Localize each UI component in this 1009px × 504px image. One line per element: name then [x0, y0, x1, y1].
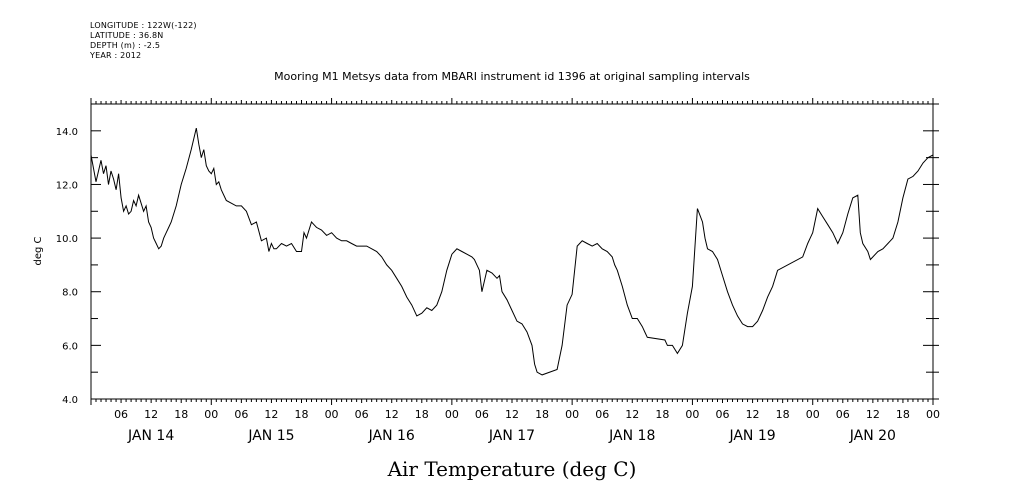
longitude-label: LONGITUDE : 122W(-122) [90, 21, 197, 30]
plot-frame [90, 103, 934, 400]
x-tick-label: 06 [355, 408, 369, 421]
x-tick-label: 12 [746, 408, 760, 421]
day-labels: JAN 14 JAN 15 JAN 16 JAN 17 JAN 18 JAN 19 JAN … [127, 428, 896, 444]
x-tick-label: 12 [264, 408, 278, 421]
y-tick-label: 12.0 [56, 180, 78, 191]
y-tick-label: 10.0 [56, 234, 78, 245]
x-tick-labels: 06 12 18 00 06 12 18 00 06 12 18 00 06 12 18 00 06 12 18 00… [114, 408, 940, 421]
depth-label: DEPTH (m) : -2.5 [90, 41, 161, 50]
y-tick-label: 14.0 [56, 127, 78, 138]
day-label: JAN 14 [127, 428, 174, 444]
x-axis-label: Air Temperature (deg C) [387, 457, 637, 481]
x-tick-label: 00 [204, 408, 218, 421]
x-tick-label: 18 [896, 408, 910, 421]
x-tick-label: 00 [445, 408, 459, 421]
x-tick-label: 18 [174, 408, 188, 421]
x-tick-label: 18 [295, 408, 309, 421]
chart-title: Mooring M1 Metsys data from MBARI instru… [274, 70, 750, 83]
x-tick-label: 06 [234, 408, 248, 421]
year-label: YEAR : 2012 [90, 51, 142, 60]
x-tick-label: 18 [655, 408, 669, 421]
day-label: JAN 19 [728, 428, 775, 444]
y-tick-label: 8.0 [62, 288, 78, 299]
day-label: JAN 20 [849, 428, 896, 444]
x-tick-label: 06 [595, 408, 609, 421]
x-tick-label: 18 [415, 408, 429, 421]
metadata-block: LONGITUDE : 122W(-122) LATITUDE : 36.8N … [90, 21, 197, 61]
y-axis-label: deg C [33, 236, 44, 265]
y-tick-label: 6.0 [62, 341, 78, 352]
x-tick-label: 12 [625, 408, 639, 421]
x-tick-label: 00 [806, 408, 820, 421]
day-label: JAN 15 [247, 428, 294, 444]
x-tick-label: 12 [144, 408, 158, 421]
day-label: JAN 16 [368, 428, 415, 444]
x-tick-label: 06 [836, 408, 850, 421]
x-tick-label: 00 [685, 408, 699, 421]
day-label: JAN 17 [488, 428, 535, 444]
x-tick-label: 06 [475, 408, 489, 421]
day-label: JAN 18 [608, 428, 655, 444]
x-tick-label: 18 [535, 408, 549, 421]
latitude-label: LATITUDE : 36.8N [90, 31, 164, 40]
x-tick-label: 12 [866, 408, 880, 421]
x-tick-label: 12 [505, 408, 519, 421]
x-tick-label: 06 [716, 408, 730, 421]
x-tick-label: 18 [776, 408, 790, 421]
axis-ticks [90, 98, 939, 405]
x-tick-label: 12 [385, 408, 399, 421]
series-line-air-temperature [90, 127, 934, 376]
y-tick-labels: 4.0 6.0 8.0 10.0 12.0 14.0 [56, 127, 78, 406]
x-tick-label: 00 [926, 408, 940, 421]
y-tick-label: 4.0 [62, 395, 78, 406]
x-tick-label: 00 [325, 408, 339, 421]
x-tick-label: 06 [114, 408, 128, 421]
x-tick-label: 00 [565, 408, 579, 421]
